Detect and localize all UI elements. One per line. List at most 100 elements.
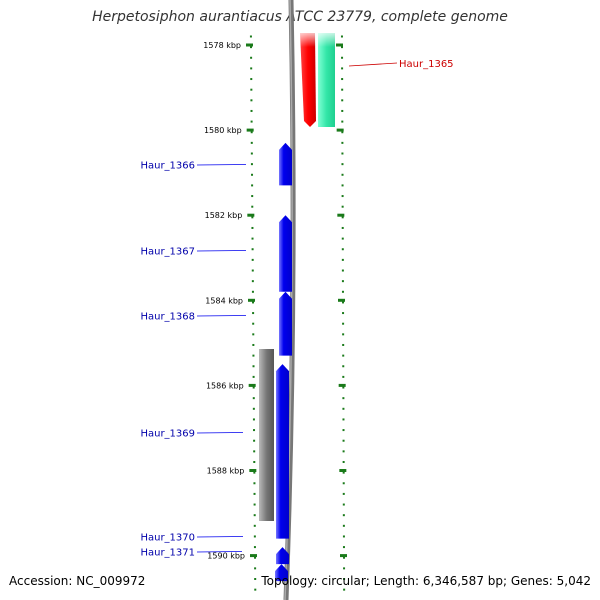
minor-tick-left xyxy=(252,365,255,368)
minor-tick-right xyxy=(342,418,345,421)
minor-tick-left xyxy=(252,312,255,315)
minor-tick-left xyxy=(253,492,256,495)
major-tick-right xyxy=(337,213,345,217)
gene-leader-haur-1371 xyxy=(196,551,243,553)
gene-haur-1366[interactable] xyxy=(279,142,292,186)
minor-tick-left xyxy=(250,120,253,123)
gene-haur-1369[interactable] xyxy=(276,364,289,539)
gene-haur-1368[interactable] xyxy=(279,291,292,356)
minor-tick-left xyxy=(254,588,257,591)
minor-tick-right xyxy=(342,429,345,432)
minor-tick-right xyxy=(341,120,344,123)
gene-arrow-haur-1371 xyxy=(275,564,288,582)
minor-tick-left xyxy=(253,503,256,506)
minor-tick-right xyxy=(342,492,345,495)
minor-tick-right xyxy=(341,290,344,293)
minor-tick-left xyxy=(251,205,254,208)
minor-tick-right xyxy=(341,99,344,102)
minor-tick-right xyxy=(342,514,345,517)
minor-tick-right xyxy=(341,109,344,112)
minor-tick-left xyxy=(251,269,254,272)
minor-tick-right xyxy=(342,524,345,527)
tick-label: 1588 kbp xyxy=(207,467,245,476)
minor-tick-left xyxy=(250,46,253,49)
minor-tick-right xyxy=(343,588,346,591)
minor-tick-right xyxy=(341,280,344,283)
major-tick-right xyxy=(336,43,343,47)
gene-haur-1370[interactable] xyxy=(276,547,289,565)
minor-tick-right xyxy=(341,269,344,272)
minor-tick-right xyxy=(342,407,345,410)
gene-arrow-haur-1369 xyxy=(276,364,289,539)
minor-tick-left xyxy=(249,35,252,38)
minor-tick-left xyxy=(254,567,257,570)
major-tick-left xyxy=(246,128,254,132)
minor-tick-left xyxy=(252,375,255,378)
minor-tick-left xyxy=(251,195,254,198)
minor-tick-right xyxy=(340,35,343,38)
minor-tick-left xyxy=(252,343,255,346)
gene-leader-haur-1366 xyxy=(196,164,247,166)
minor-tick-right xyxy=(342,375,345,378)
minor-tick-left xyxy=(252,386,255,389)
gene-labels: Haur_1365 Haur_1366 Haur_1367 Haur_1368 Haur… xyxy=(140,59,453,559)
minor-tick-left xyxy=(251,280,254,283)
tick-labels: 1578 kbp 1580 kbp 1582 kbp 1584 kbp 1586 kbp… xyxy=(203,41,245,561)
minor-tick-left xyxy=(252,418,255,421)
gene-haur-1369-companion xyxy=(259,349,274,521)
gene-arrow-haur-1368 xyxy=(279,291,292,356)
minor-tick-left xyxy=(253,524,256,527)
minor-tick-right xyxy=(341,88,344,91)
gene-label-haur-1371: Haur_1371 xyxy=(140,548,195,559)
minor-tick-right xyxy=(341,152,344,155)
gene-arrow-haur-1367 xyxy=(279,215,292,292)
minor-tick-right xyxy=(342,312,345,315)
tick-label: 1580 kbp xyxy=(204,126,242,135)
minor-tick-left xyxy=(252,301,255,304)
minor-tick-left xyxy=(252,354,255,357)
minor-tick-left xyxy=(253,535,256,538)
gene-haur-1365-rna xyxy=(318,33,335,127)
minor-tick-right xyxy=(342,471,345,474)
minor-tick-right xyxy=(341,184,344,187)
minor-tick-right xyxy=(341,216,344,219)
major-tick-left xyxy=(248,383,256,387)
minor-tick-left xyxy=(250,56,253,59)
minor-tick-right xyxy=(341,163,344,166)
tick-label: 1586 kbp xyxy=(206,381,244,390)
minor-tick-left xyxy=(252,397,255,400)
minor-tick-right xyxy=(342,450,345,453)
gene-haur-1371[interactable] xyxy=(275,564,288,582)
tick-label: 1582 kbp xyxy=(205,211,243,220)
minor-tick-left xyxy=(250,67,253,70)
major-tick-left xyxy=(250,554,258,558)
minor-tick-left xyxy=(250,131,253,134)
gene-label-haur-1367: Haur_1367 xyxy=(140,247,195,258)
minor-tick-right xyxy=(342,482,345,485)
gene-label-haur-1366: Haur_1366 xyxy=(140,161,195,172)
minor-tick-left xyxy=(251,216,254,219)
gene-label-haur-1365: Haur_1365 xyxy=(399,59,454,70)
minor-tick-left xyxy=(253,450,256,453)
minor-tick-right xyxy=(342,301,345,304)
minor-tick-right xyxy=(341,258,344,261)
minor-tick-right xyxy=(341,237,344,240)
major-tick-left xyxy=(248,298,256,302)
minor-tick-right xyxy=(341,46,344,49)
minor-tick-left xyxy=(251,237,254,240)
minor-tick-right xyxy=(342,546,345,549)
gene-leader-haur-1365 xyxy=(348,62,398,67)
gene-leader-haur-1370 xyxy=(196,536,244,538)
minor-tick-right xyxy=(341,78,344,81)
minor-tick-left xyxy=(252,333,255,336)
minor-tick-left xyxy=(251,184,254,187)
minor-tick-right xyxy=(342,354,345,357)
gene-haur-1367[interactable] xyxy=(279,215,292,292)
major-tick-left xyxy=(247,213,255,217)
gene-arrow-haur-1366 xyxy=(279,142,292,186)
minor-tick-left xyxy=(253,482,256,485)
gene-haur-1365[interactable] xyxy=(298,33,336,127)
minor-tick-left xyxy=(253,514,256,517)
minor-tick-left xyxy=(251,290,254,293)
gene-label-haur-1368: Haur_1368 xyxy=(140,312,195,323)
